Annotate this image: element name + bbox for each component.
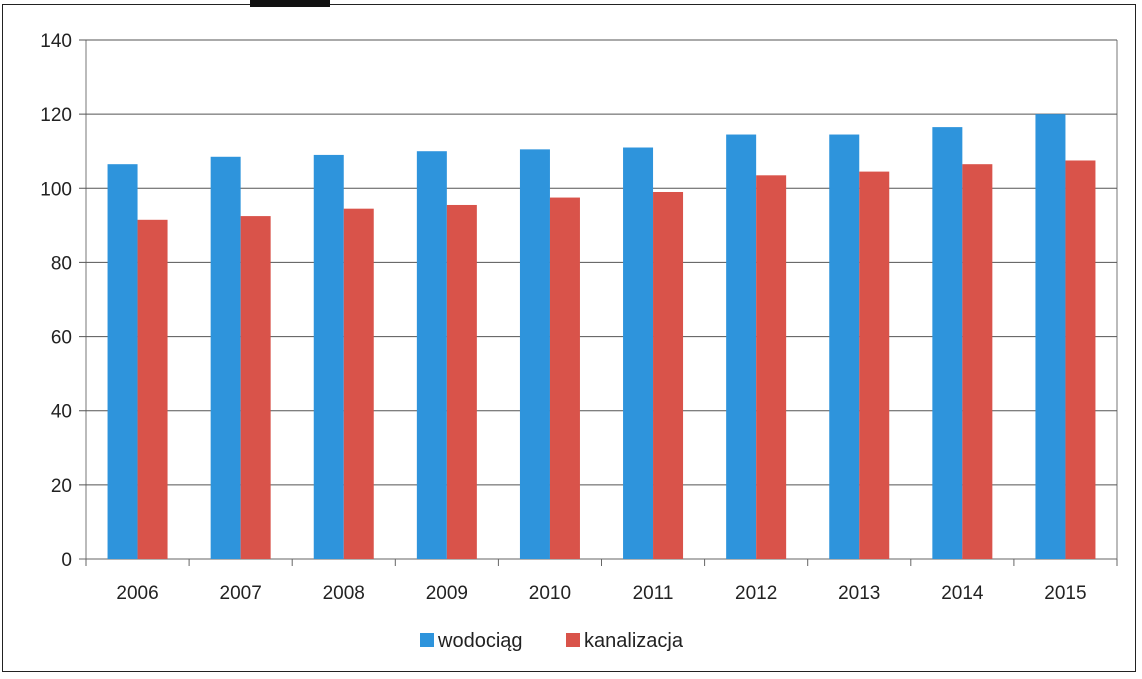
bar-kanalizacja [549,197,580,559]
x-tick-label: 2006 [116,583,158,604]
bar-kanalizacja [859,171,890,559]
bar-kanalizacja [343,208,374,560]
y-tick-label: 0 [61,550,72,571]
legend-swatch-kanalizacja [566,633,580,647]
legend-swatch-wodociag [420,633,434,647]
y-tick-label: 100 [40,179,72,200]
bar-wodociag [932,127,963,559]
y-tick-label: 140 [40,31,72,52]
bar-kanalizacja [240,216,271,559]
scan-mark [250,0,330,7]
bar-kanalizacja [1065,160,1096,559]
y-tick-label: 120 [40,105,72,126]
bar-wodociag [313,154,344,559]
bar-kanalizacja [653,191,684,559]
bar-wodociag [107,164,138,560]
legend-label-wodociag: wodociąg [437,630,523,652]
x-tick-label: 2013 [838,583,880,604]
x-tick-label: 2010 [529,583,571,604]
y-tick-label: 80 [51,253,72,274]
bar-wodociag [829,134,860,559]
bar-kanalizacja [446,204,477,560]
y-tick-label: 40 [51,402,72,423]
bar-wodociag [416,151,447,559]
y-tick-label: 60 [51,328,72,349]
x-tick-label: 2011 [633,583,674,604]
x-tick-label: 2014 [941,583,984,604]
bar-kanalizacja [756,175,787,559]
bar-wodociag [726,134,757,559]
x-tick-label: 2012 [735,583,777,604]
y-tick-label: 20 [51,476,72,497]
x-tick-label: 2015 [1044,583,1086,604]
x-tick-label: 2007 [220,583,262,604]
bar-wodociag [210,156,241,559]
bar-wodociag [1035,114,1066,560]
legend-label-kanalizacja: kanalizacja [584,630,684,652]
bar-kanalizacja [137,219,168,559]
bar-wodociag [519,149,550,559]
x-tick-label: 2009 [426,583,468,604]
bar-wodociag [623,147,654,559]
bar-kanalizacja [962,164,993,560]
x-tick-label: 2008 [323,583,365,604]
